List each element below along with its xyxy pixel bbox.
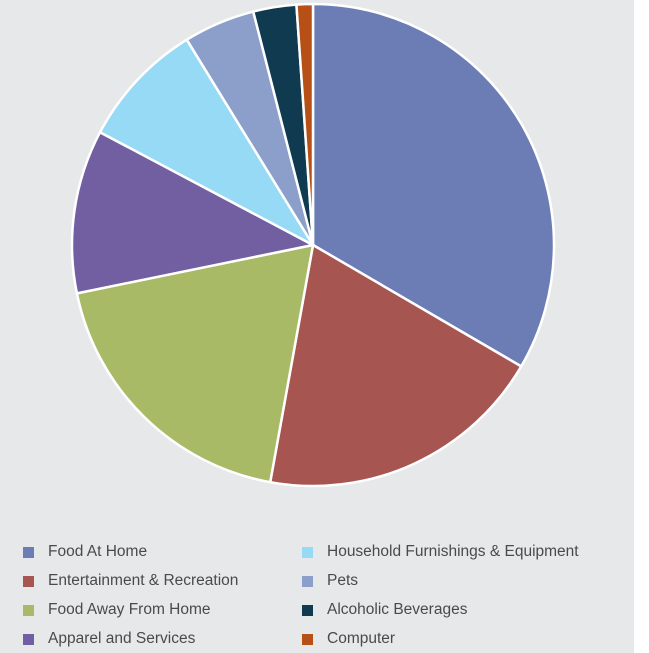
legend-swatch (301, 574, 314, 588)
legend-swatch (22, 603, 35, 617)
legend: Food At Home Entertainment & Recreation Fo… (22, 541, 634, 653)
legend-item: Alcoholic Beverages (301, 599, 467, 621)
legend-label: Entertainment & Recreation (48, 572, 239, 589)
legend-swatch (22, 632, 35, 646)
legend-label: Computer (327, 630, 396, 647)
legend-swatch (22, 545, 35, 559)
legend-swatch (301, 632, 314, 646)
legend-label: Household Furnishings & Equipment (327, 543, 579, 560)
chart-panel: Food At Home Entertainment & Recreation Fo… (0, 0, 634, 653)
legend-label: Alcoholic Beverages (327, 601, 468, 618)
pie-slice-3 (70, 130, 315, 295)
pie-slice-4 (98, 38, 315, 247)
legend-item: Apparel and Services (22, 628, 195, 650)
legend-label: Apparel and Services (48, 630, 196, 647)
legend-item: Computer (301, 628, 395, 650)
legend-label: Food Away From Home (48, 601, 211, 618)
legend-item: Entertainment & Recreation (22, 570, 238, 592)
legend-item: Food At Home (22, 541, 147, 563)
legend-swatch (301, 603, 314, 617)
pie-slice-1 (268, 243, 523, 488)
legend-label: Food At Home (48, 543, 148, 560)
legend-item: Household Furnishings & Equipment (301, 541, 579, 563)
legend-item: Food Away From Home (22, 599, 211, 621)
pie-slice-2 (75, 243, 315, 484)
pie-chart (70, 2, 556, 488)
pie-slice-7 (295, 2, 315, 247)
legend-item: Pets (301, 570, 358, 592)
legend-swatch (301, 545, 314, 559)
legend-swatch (22, 574, 35, 588)
legend-label: Pets (327, 572, 359, 589)
pie-slice-0 (311, 2, 556, 368)
